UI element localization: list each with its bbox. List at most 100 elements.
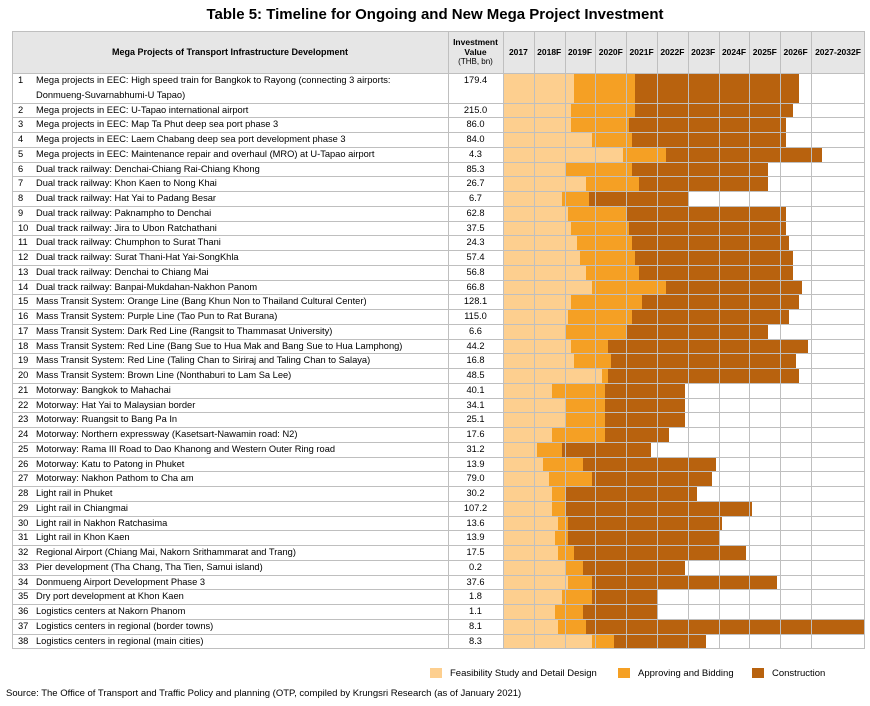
grid-line-row (12, 309, 865, 310)
project-name-line: Donmueng Airport Development Phase 3 (36, 576, 205, 587)
project-name: Motorway: Nakhon Pathom to Cha am (34, 471, 448, 486)
project-name: Logistics centers in regional (border to… (34, 619, 448, 634)
investment-value: 8.3 (469, 635, 482, 646)
grid-line-row (12, 220, 865, 222)
feasibility-bar (503, 530, 556, 545)
row-number: 36 (18, 606, 29, 616)
grid-line-column (12, 31, 13, 649)
header-year-2018F: 2018F (533, 31, 565, 73)
row-number: 3 (18, 119, 24, 130)
construction-bar (629, 117, 787, 132)
grid-line-row (12, 589, 865, 591)
feasibility-bar (503, 176, 587, 191)
construction-bar (583, 457, 716, 472)
feasibility-bar (503, 206, 568, 221)
grid-line-row (12, 500, 865, 502)
approving-bar (586, 176, 639, 191)
investment-value: 13.9 (466, 458, 485, 469)
feasibility-bar (503, 294, 571, 309)
approving-bar (552, 427, 605, 442)
row-number: 15 (18, 296, 29, 307)
grid-line-row (12, 102, 865, 104)
grid-line-column (626, 31, 628, 649)
approving-bar (592, 132, 633, 147)
construction-bar (638, 176, 768, 191)
project-name: Mass Transit System: Purple Line (Tao Pu… (34, 309, 448, 324)
project-name: Dual track railway: Jira to Ubon Ratchat… (34, 221, 448, 236)
investment-value: 215.0 (463, 104, 488, 115)
investment-value: 85.3 (466, 163, 485, 174)
construction-bar (607, 368, 799, 383)
feasibility-bar (503, 221, 571, 236)
construction-bar (586, 619, 865, 634)
approving-bar (558, 545, 574, 560)
grid-line-header (12, 73, 865, 74)
feasibility-bar (503, 250, 580, 265)
investment-value: 37.5 (466, 222, 485, 233)
approving-bar (570, 117, 630, 132)
construction-bar (604, 398, 685, 413)
approving-bar (567, 309, 633, 324)
row-number: 32 (18, 547, 29, 557)
project-name-line: Mass Transit System: Red Line (Bang Sue … (36, 340, 403, 351)
feasibility-bar (503, 589, 562, 604)
grid-line-row (12, 161, 865, 163)
project-name: Regional Airport (Chiang Mai, Nakorn Sri… (34, 545, 448, 560)
construction-bar (604, 427, 670, 442)
grid-line-row (12, 471, 865, 473)
investment-value: 24.3 (466, 237, 485, 248)
construction-bar (567, 530, 719, 545)
investment-value: 107.2 (463, 502, 488, 513)
grid-line-row (12, 250, 865, 251)
approving-bar (564, 162, 633, 177)
feasibility-bar (503, 353, 574, 368)
approving-bar (570, 221, 630, 236)
project-name: Dual track railway: Hat Yai to Padang Be… (34, 191, 448, 206)
feasibility-bar (503, 132, 593, 147)
construction-bar (626, 324, 768, 339)
header-investment-line: (THB, bn) (458, 57, 493, 66)
investment-value: 37.6 (466, 576, 485, 587)
project-name: Mass Transit System: Red Line (Taling Ch… (34, 353, 448, 368)
grid-line-column (811, 31, 812, 649)
row-number: 9 (18, 207, 24, 218)
feasibility-bar (503, 309, 568, 324)
row-number: 16 (18, 311, 29, 321)
project-name: Dual track railway: Chumphon to Surat Th… (34, 235, 448, 250)
row-number: 27 (18, 473, 29, 484)
construction-bar (666, 280, 802, 295)
approving-bar (564, 412, 605, 427)
investment-value: 62.8 (466, 207, 485, 218)
construction-bar (573, 545, 747, 560)
investment-value: 31.2 (466, 443, 485, 454)
project-name: Light rail in Chiangmai (34, 501, 448, 516)
investment-value: 48.5 (466, 370, 485, 380)
construction-bar (592, 471, 713, 486)
grid-line-row (12, 559, 865, 561)
header-investment-column: Investment Value (THB, bn) (448, 31, 503, 73)
construction-bar (607, 339, 808, 354)
row-number: 30 (18, 517, 29, 528)
investment-value: 30.2 (466, 488, 485, 498)
grid-line-column (533, 31, 535, 649)
project-name-line: Light rail in Nakhon Ratchasima (36, 517, 168, 528)
project-name: Mass Transit System: Brown Line (Nonthab… (34, 368, 448, 383)
row-number: 23 (18, 414, 29, 425)
row-number: 19 (18, 355, 29, 366)
project-name: Dual track railway: Surat Thani-Hat Yai-… (34, 250, 448, 265)
approving-bar (580, 250, 636, 265)
investment-value: 79.0 (466, 473, 485, 484)
investment-value: 57.4 (466, 252, 485, 262)
project-name-line: Mass Transit System: Brown Line (Nonthab… (36, 370, 292, 380)
construction-bar (604, 412, 685, 427)
construction-bar (641, 294, 799, 309)
project-name: Dry port development at Khon Kaen (34, 589, 448, 604)
feasibility-bar (503, 265, 587, 280)
row-number: 10 (18, 222, 29, 233)
grid-line-row (12, 264, 865, 266)
grid-line-row (12, 530, 865, 532)
grid-line-row (12, 368, 865, 369)
row-number: 8 (18, 193, 24, 203)
feasibility-bar (503, 634, 593, 649)
investment-value: 86.0 (466, 119, 485, 130)
